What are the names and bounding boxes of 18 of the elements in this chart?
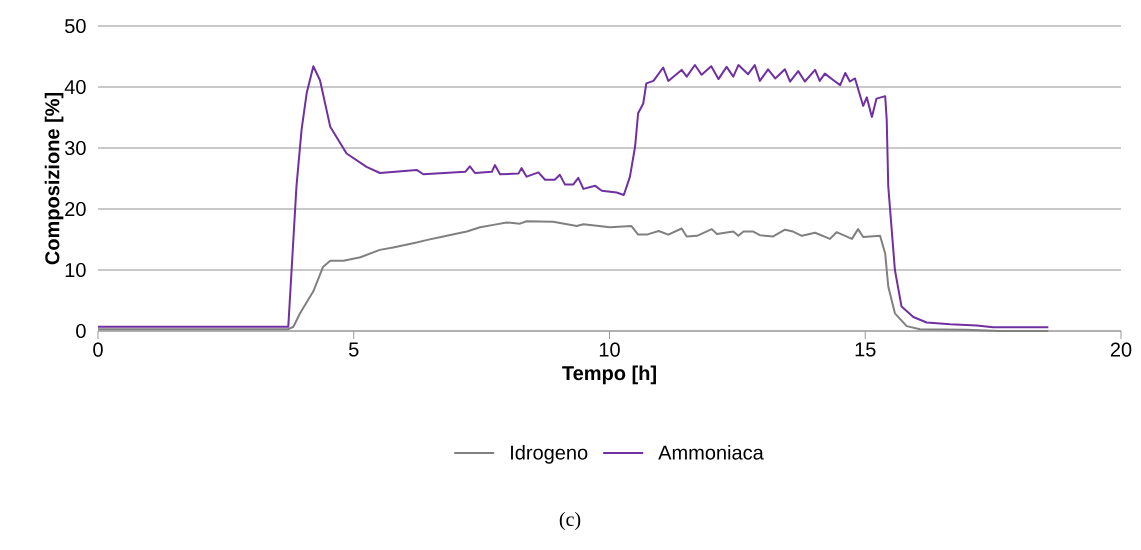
legend-label: Ammoniaca: [658, 445, 764, 460]
x-tick-label: 5: [348, 342, 359, 357]
text: (c): [559, 511, 581, 531]
y-tick-label: 20: [65, 201, 86, 217]
x-tick-label: 0: [93, 342, 103, 357]
y-tick-label: 50: [65, 18, 86, 34]
x-tick-label: 10: [599, 342, 620, 357]
legend-label: Idrogeno: [511, 445, 588, 464]
y-tick-label: 40: [64, 79, 86, 95]
x-axis-title: Tempo [h]: [562, 365, 656, 385]
y-axis-title: Composizione [%]: [44, 92, 64, 265]
y-tick-label: 0: [76, 323, 86, 339]
y-tick-label: 30: [64, 140, 86, 156]
line-series: [97, 64, 1050, 329]
y-tick-label: 10: [65, 262, 86, 278]
x-tick-label: 20: [1110, 342, 1132, 357]
line-series: [97, 220, 1050, 332]
x-tick-label: 15: [855, 342, 876, 357]
